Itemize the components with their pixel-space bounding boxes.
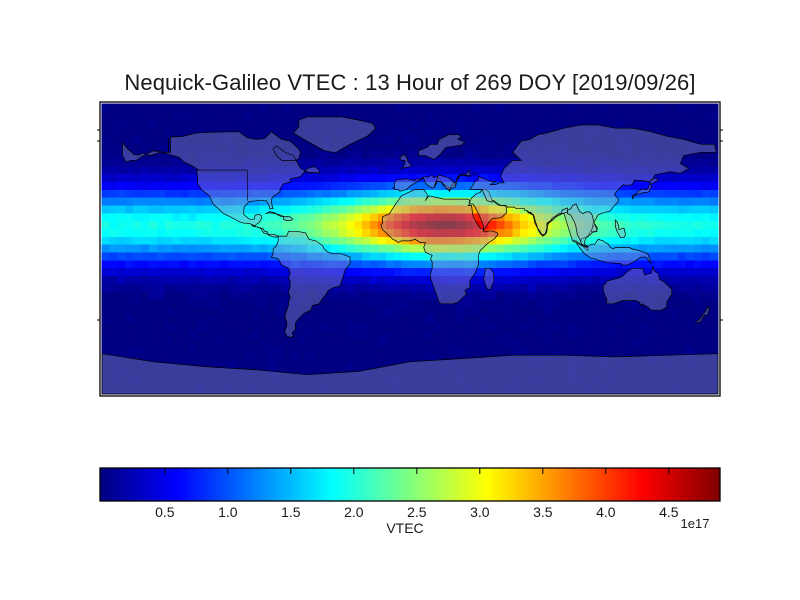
svg-text:1.5: 1.5 bbox=[281, 504, 301, 520]
svg-text:VTEC: VTEC bbox=[386, 520, 423, 536]
svg-text:4.0: 4.0 bbox=[596, 504, 616, 520]
svg-text:1.0: 1.0 bbox=[218, 504, 238, 520]
svg-text:3.5: 3.5 bbox=[533, 504, 553, 520]
svg-text:3.0: 3.0 bbox=[470, 504, 490, 520]
svg-text:2.0: 2.0 bbox=[344, 504, 364, 520]
svg-text:1e17: 1e17 bbox=[681, 516, 710, 531]
svg-text:0.5: 0.5 bbox=[155, 504, 175, 520]
svg-text:2.5: 2.5 bbox=[407, 504, 427, 520]
svg-text:4.5: 4.5 bbox=[659, 504, 679, 520]
